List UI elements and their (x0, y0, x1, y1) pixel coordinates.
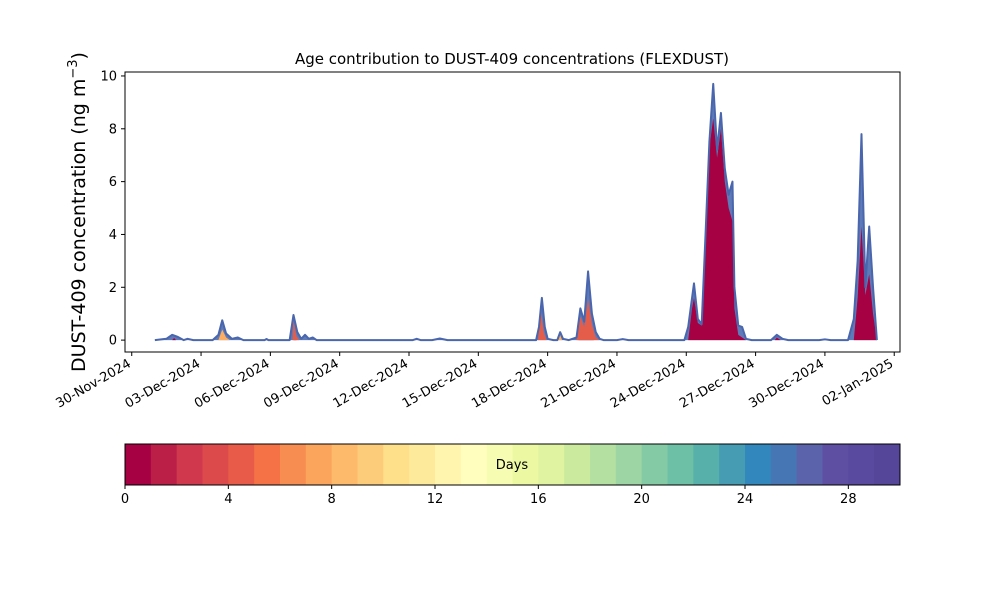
colorbar-segment (796, 444, 823, 485)
total-area (154, 83, 877, 341)
x-tick-label: 02-Jan-2025 (820, 356, 897, 409)
colorbar-tick-label: 20 (633, 492, 650, 507)
y-axis-label-close: ) (68, 52, 90, 59)
colorbar-segment (357, 444, 384, 485)
age-band-area-1 (292, 299, 600, 341)
colorbar-segment (202, 444, 229, 485)
colorbar-segment (280, 444, 307, 485)
colorbar-tick-label: 28 (840, 492, 857, 507)
colorbar-segment (331, 444, 358, 485)
colorbar-segment (460, 444, 488, 485)
x-tick-label: 09-Dec-2024 (261, 356, 341, 411)
colorbar-segment (383, 444, 410, 485)
colorbar-segment (822, 444, 849, 485)
x-tick-label: 15-Dec-2024 (400, 356, 480, 411)
y-axis-label: DUST-409 concentration (ng m−3) (66, 52, 90, 372)
x-tick-label: 24-Dec-2024 (608, 356, 688, 411)
total-series-line (154, 82, 878, 342)
y-tick-label: 8 (109, 122, 117, 137)
colorbar-segment (590, 444, 617, 485)
x-tick-label: 27-Dec-2024 (677, 356, 757, 411)
colorbar-segment (150, 444, 178, 485)
colorbar-segment (667, 444, 694, 485)
colorbar-segment (409, 444, 436, 485)
colorbar-tick-label: 4 (224, 492, 232, 507)
plot-area (154, 82, 878, 342)
colorbar-segment (693, 444, 720, 485)
colorbar-segment (176, 444, 203, 485)
y-tick-label: 6 (109, 175, 117, 190)
colorbar-tick-label: 24 (737, 492, 754, 507)
colorbar-segment (874, 444, 901, 485)
age-band-area-0 (172, 118, 877, 341)
y-axis-label-text: DUST-409 concentration (ng m (68, 79, 90, 372)
y-tick-label: 0 (109, 334, 117, 349)
colorbar-segment (770, 444, 798, 485)
x-tick-label: 18-Dec-2024 (469, 356, 549, 411)
colorbar-frame (124, 443, 901, 486)
colorbar-segment (615, 444, 643, 485)
colorbar-segment (305, 444, 333, 485)
colorbar: 0 4 8 12 16 20 24 28 (121, 443, 901, 507)
colorbar-segment (719, 444, 746, 485)
colorbar-segment (641, 444, 668, 485)
colorbar-segment (254, 444, 281, 485)
colorbar-label: Days (496, 458, 529, 473)
y-tick-label: 2 (109, 281, 117, 296)
x-tick-label: 03-Dec-2024 (123, 356, 203, 411)
y-tick-label: 4 (109, 228, 117, 243)
colorbar-segment (125, 444, 152, 485)
y-axis-label-sup: −3 (66, 59, 81, 78)
colorbar-segment (512, 444, 539, 485)
colorbar-tick-label: 0 (121, 492, 129, 507)
colorbar-tick-label: 8 (328, 492, 336, 507)
colorbar-segment (848, 444, 875, 485)
colorbar-segment (538, 444, 565, 485)
colorbar-segment (228, 444, 255, 485)
x-tick-label: 30-Nov-2024 (53, 356, 133, 411)
colorbar-segment (486, 444, 513, 485)
colorbar-segment (435, 444, 462, 485)
axes: 0 2 4 6 8 10 30-Nov-202403-Dec-202406-Dec-2024… (53, 69, 901, 412)
x-tick-label: 06-Dec-2024 (192, 356, 272, 411)
colorbar-segment (745, 444, 772, 485)
x-tick-label: 12-Dec-2024 (331, 356, 411, 411)
y-tick-label: 10 (100, 69, 117, 84)
chart-title: Age contribution to DUST-409 concentrati… (295, 50, 729, 68)
plot-frame (124, 71, 901, 353)
colorbar-tick-label: 12 (427, 492, 444, 507)
colorbar-segment (564, 444, 591, 485)
colorbar-tick-label: 16 (530, 492, 547, 507)
age-band-area-2 (218, 329, 563, 341)
x-tick-label: 21-Dec-2024 (539, 356, 619, 411)
x-tick-label: 30-Dec-2024 (747, 356, 827, 411)
